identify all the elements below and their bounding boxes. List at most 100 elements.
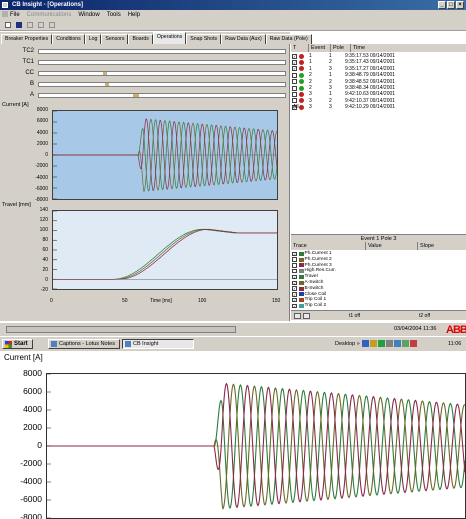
event-checkbox[interactable]: ✓ (292, 104, 297, 110)
copy-button[interactable] (25, 20, 34, 29)
event-checkbox[interactable] (292, 79, 297, 85)
menu-tools[interactable]: Tools (106, 11, 121, 18)
app-icon (2, 2, 8, 8)
trace-checkbox[interactable]: ✓ (292, 297, 297, 303)
event-pole: 3 (329, 104, 332, 111)
trace-row[interactable]: ✓ Trip Coil 1 (291, 297, 466, 303)
travel-chart-plot[interactable] (52, 210, 278, 290)
signal-pulse (133, 94, 139, 97)
tab-conditions[interactable]: Conditions (52, 34, 85, 44)
zoom-plot[interactable] (46, 373, 466, 519)
tab-raw-data-aux[interactable]: Raw Data (Aux) (221, 34, 266, 44)
event-row[interactable]: ✓ 3 3 9:42:10.29 09/14/2001 (291, 104, 466, 110)
cursor-t1-button[interactable] (294, 313, 301, 319)
col-value[interactable]: Value (366, 242, 418, 250)
document-icon[interactable] (2, 11, 8, 17)
event-row[interactable]: ✓ 1 1 9:35:17.53 09/14/2001 (291, 53, 466, 59)
maximize-button[interactable]: □ (447, 1, 455, 9)
event-checkbox[interactable] (292, 98, 297, 104)
menu-window[interactable]: Window (78, 11, 100, 18)
event-number: 3 (309, 97, 312, 104)
menu-communications[interactable]: Communications (26, 11, 72, 18)
y-tick-label: 80 (42, 237, 48, 243)
print-button[interactable] (47, 20, 56, 29)
event-row[interactable]: ✓ 1 3 9:35:17.27 09/14/2001 (291, 66, 466, 72)
status-scrollbar[interactable] (6, 326, 236, 333)
tab-snap-shots[interactable]: Snap Shots (186, 34, 222, 44)
tab-log[interactable]: Log (84, 34, 102, 44)
event-checkbox[interactable]: ✓ (292, 53, 297, 59)
trace-row[interactable]: Ph.Current 2 (291, 257, 466, 263)
trace-panel-title: Event 1 Pole 3 (291, 234, 466, 242)
save-button[interactable] (14, 20, 23, 29)
y-tick-label: -2000 (35, 163, 48, 170)
minimize-button[interactable]: _ (438, 1, 446, 9)
start-button[interactable]: Start (2, 339, 33, 349)
col-slope[interactable]: Slope (420, 243, 435, 249)
tray-volume-icon[interactable] (370, 340, 377, 347)
events-all-label[interactable]: All (293, 104, 299, 110)
trace-row[interactable]: ✓ Trip Coil 2 (291, 303, 466, 309)
col-time[interactable]: Time (353, 45, 366, 51)
col-trace[interactable]: Trace (291, 242, 366, 250)
tray-app-icon[interactable] (402, 340, 409, 347)
desktop-toolbar-label[interactable]: Desktop » (335, 341, 360, 347)
col-t[interactable]: T (291, 44, 309, 52)
current-chart-ylabel: Current [A] (2, 102, 29, 108)
trace-label: Travel (304, 274, 318, 280)
tab-boards[interactable]: Boards (128, 34, 153, 44)
taskbar-app-cb-insight[interactable]: CB Insight (122, 339, 194, 349)
trace-checkbox[interactable] (292, 268, 297, 274)
tab-operations[interactable]: Operations (152, 32, 187, 44)
tab-breaker-properties[interactable]: Breaker Properties (1, 34, 53, 44)
paste-button[interactable] (36, 20, 45, 29)
y-tick-label: 0 (45, 152, 48, 158)
current-chart-plot[interactable] (52, 110, 278, 200)
event-checkbox[interactable] (292, 85, 297, 91)
event-row[interactable]: 2 3 9:38:48.34 09/14/2001 (291, 85, 466, 91)
event-row[interactable]: ✓ 1 2 9:35:17.43 09/14/2001 (291, 59, 466, 65)
trace-checkbox[interactable]: ✓ (292, 286, 297, 292)
trace-checkbox[interactable] (292, 263, 297, 268)
trace-checkbox[interactable]: ✓ (292, 292, 297, 298)
cursor-t2-button[interactable] (303, 313, 310, 319)
tray-alert-icon[interactable] (410, 340, 417, 347)
event-number: 1 (309, 59, 312, 66)
trace-checkbox[interactable] (292, 257, 297, 262)
trace-checkbox[interactable]: ✓ (292, 251, 297, 257)
tray-printer-icon[interactable] (386, 340, 393, 347)
menu-file[interactable]: File (10, 11, 20, 18)
taskbar-app-lotus-notes[interactable]: Captions - Lotus Notes (48, 339, 120, 349)
trace-checkbox[interactable]: ✓ (292, 303, 297, 309)
event-checkbox[interactable] (292, 72, 297, 78)
event-row[interactable]: 2 2 9:38:48.52 09/14/2001 (291, 79, 466, 85)
tray-network-icon[interactable] (362, 340, 369, 347)
tray-monitor-icon[interactable] (394, 340, 401, 347)
event-row[interactable]: 3 1 9:42:10.63 09/14/2001 (291, 91, 466, 97)
event-row[interactable]: 2 1 9:38:48.79 09/14/2001 (291, 72, 466, 78)
event-checkbox[interactable] (292, 91, 297, 97)
trace-row[interactable]: Ph.Current 3 (291, 263, 466, 269)
window-title-bar[interactable]: CB Insight - [Operations] _ □ × (0, 0, 466, 10)
col-pole[interactable]: Pole (331, 44, 351, 52)
col-event[interactable]: Event (309, 44, 331, 52)
trace-row[interactable]: ✓ Close Coil (291, 292, 466, 298)
tray-antivirus-icon[interactable] (378, 340, 385, 347)
new-file-button[interactable] (3, 20, 12, 29)
event-checkbox[interactable]: ✓ (292, 59, 297, 65)
event-row[interactable]: 3 2 9:42:10.37 09/14/2001 (291, 98, 466, 104)
event-number: 2 (309, 78, 312, 85)
trace-row[interactable]: ✓ B-Switch (291, 286, 466, 292)
tab-sensors[interactable]: Sensors (101, 34, 129, 44)
trace-checkbox[interactable]: ✓ (292, 280, 297, 286)
menu-help[interactable]: Help (127, 11, 141, 18)
trace-row[interactable]: High.Res.Curr. (291, 268, 466, 274)
event-checkbox[interactable]: ✓ (292, 66, 297, 72)
trace-checkbox[interactable]: ✓ (292, 274, 297, 280)
trace-label: A-Switch (304, 280, 324, 285)
close-button[interactable]: × (456, 1, 464, 9)
trace-row[interactable]: ✓ Travel (291, 274, 466, 280)
trace-row[interactable]: ✓ Ph.Current 1 (291, 251, 466, 257)
trace-row[interactable]: ✓ A-Switch (291, 280, 466, 286)
tab-raw-data-pole[interactable]: Raw Data (Pole) (265, 34, 312, 44)
